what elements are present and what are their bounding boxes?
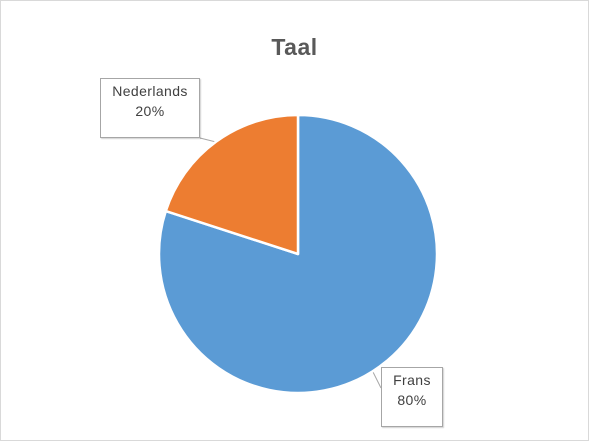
data-label-frans-name: Frans	[386, 370, 438, 390]
data-label-frans-value: 80%	[386, 390, 438, 410]
data-label-nederlands: Nederlands 20%	[100, 78, 200, 138]
data-label-frans: Frans 80%	[381, 367, 443, 427]
pie-slices	[159, 115, 437, 393]
data-label-nederlands-value: 20%	[105, 101, 195, 121]
data-label-nederlands-name: Nederlands	[105, 81, 195, 101]
leader-line-frans	[373, 372, 381, 388]
